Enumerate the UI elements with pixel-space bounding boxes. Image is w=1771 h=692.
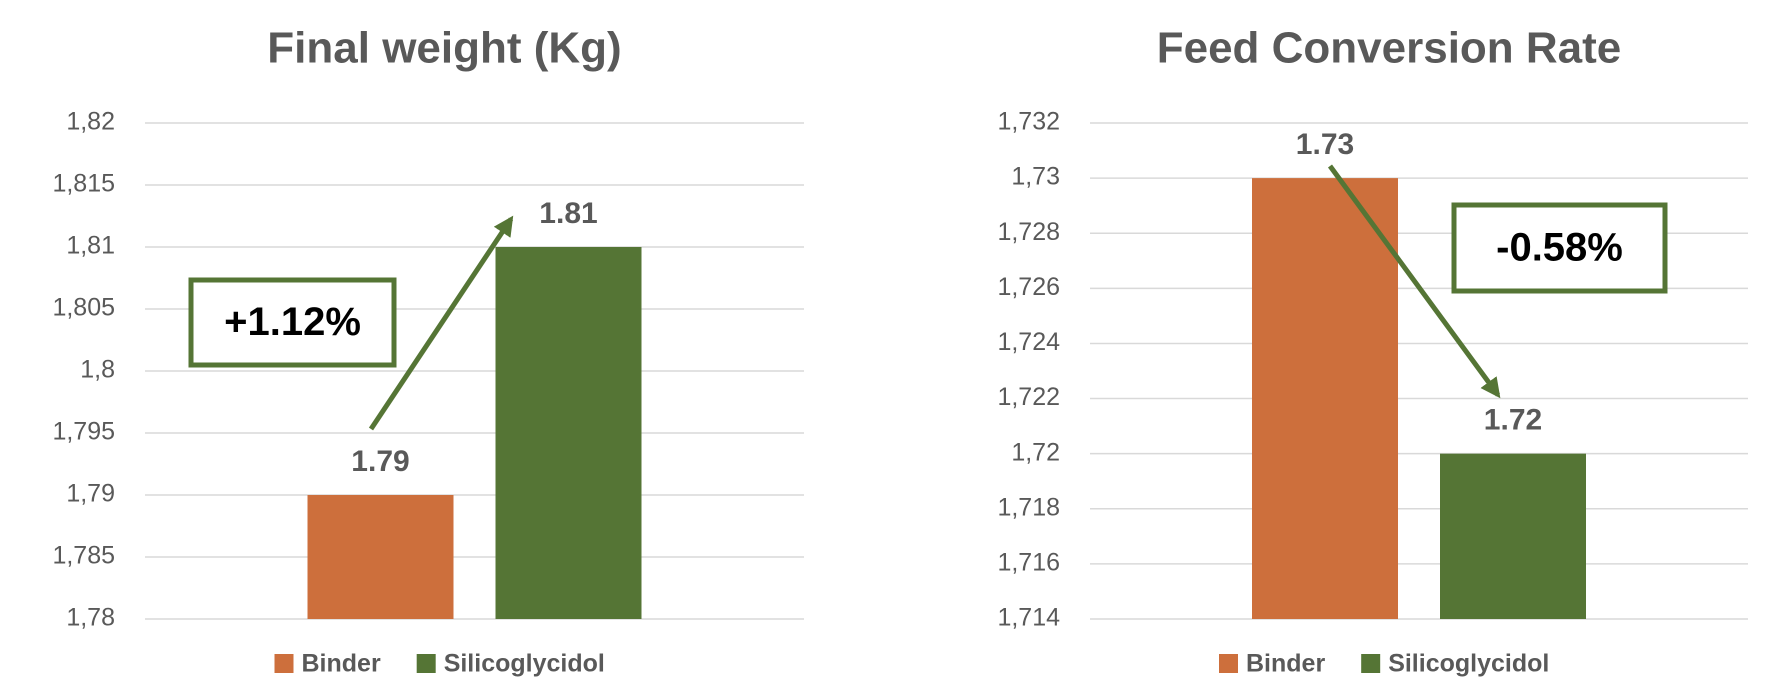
- y-tick-label: 1,82: [66, 108, 115, 136]
- bar: [1440, 453, 1586, 619]
- y-tick-label: 1,728: [997, 218, 1060, 246]
- annotation-box: [1451, 202, 1668, 294]
- y-tick-label: 1,815: [52, 170, 115, 198]
- y-tick-label: 1,718: [997, 493, 1060, 521]
- y-tick-label: 1,78: [66, 604, 115, 632]
- annotation: -0.58%: [1496, 226, 1623, 270]
- y-tick-label: 1,716: [997, 548, 1060, 576]
- y-tick-label: 1,726: [997, 273, 1060, 301]
- y-tick-label: 1,72: [1011, 438, 1060, 466]
- y-tick-label: 1,79: [66, 480, 115, 508]
- arrow: [368, 215, 514, 431]
- chart-title: Final weight (Kg): [267, 24, 621, 73]
- legend-label: Binder: [1246, 650, 1325, 678]
- y-tick-label: 1,722: [997, 383, 1060, 411]
- bar: [307, 495, 454, 619]
- value-label: 1.73: [1296, 128, 1354, 161]
- legend-label: Binder: [302, 650, 381, 678]
- value-label: 1.81: [539, 197, 597, 230]
- y-tick-label: 1,73: [1011, 163, 1060, 191]
- annotation: +1.12%: [224, 300, 361, 344]
- y-tick-label: 1,724: [997, 328, 1060, 356]
- value-label: 1.79: [351, 445, 409, 478]
- legend-swatch: [1361, 654, 1381, 673]
- y-tick-label: 1,714: [997, 604, 1060, 632]
- legend-swatch: [1219, 654, 1238, 673]
- legend-swatch: [416, 654, 436, 673]
- arrow: [1327, 164, 1501, 399]
- y-tick-label: 1,81: [66, 232, 115, 260]
- legend-label: Silicoglycidol: [1388, 650, 1549, 678]
- chart-title: Feed Conversion Rate: [1157, 24, 1622, 73]
- legend-label: Silicoglycidol: [444, 650, 605, 678]
- y-tick-label: 1,8: [80, 356, 115, 384]
- y-tick-label: 1,732: [997, 108, 1060, 136]
- bar: [495, 247, 642, 619]
- bar: [1252, 178, 1398, 619]
- y-tick-label: 1,805: [52, 294, 115, 322]
- annotation-box: [188, 277, 397, 368]
- y-tick-label: 1,795: [52, 418, 115, 446]
- value-label: 1.72: [1484, 404, 1542, 437]
- legend-swatch: [274, 654, 294, 673]
- y-tick-label: 1,785: [52, 542, 115, 570]
